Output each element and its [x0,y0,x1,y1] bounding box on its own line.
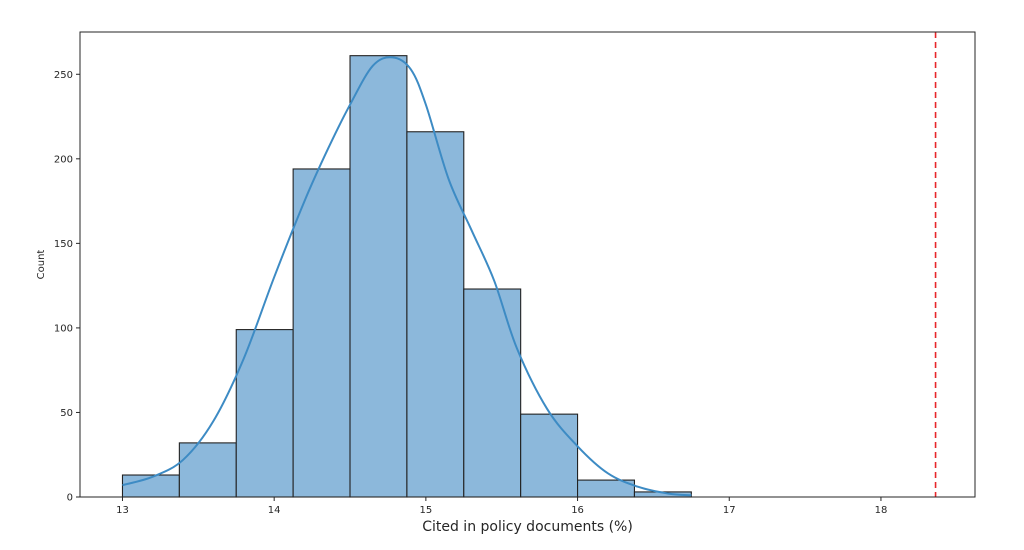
histogram-bar [178,442,237,498]
plot-frame [79,31,976,498]
x-tick-label: 17 [723,505,736,516]
y-tick-label: 200 [54,154,73,165]
x-axis-ticks: 13 14 15 16 17 18 [116,497,887,516]
y-tick-label: 100 [54,323,73,334]
histogram-bar [349,55,408,498]
x-axis-label: Cited in policy documents (%) [422,519,633,535]
y-tick-label: 150 [54,239,73,250]
histogram-bars [121,55,692,498]
histogram-bar [406,131,465,498]
histogram-bar [292,168,351,498]
histogram-bar [463,288,522,498]
histogram-bar [235,329,294,498]
x-tick-label: 15 [419,505,432,516]
x-tick-label: 14 [268,505,281,516]
x-tick-label: 18 [875,505,888,516]
y-tick-label: 50 [60,408,73,419]
histogram-bar [520,413,579,498]
kde-curve [122,56,692,497]
x-tick-label: 16 [571,505,584,516]
y-axis-ticks: 0 50 100 150 200 250 [54,70,80,504]
y-tick-label: 250 [54,70,73,81]
x-tick-label: 13 [116,505,129,516]
y-axis-label: Count [36,250,47,280]
y-tick-label: 0 [67,493,73,504]
